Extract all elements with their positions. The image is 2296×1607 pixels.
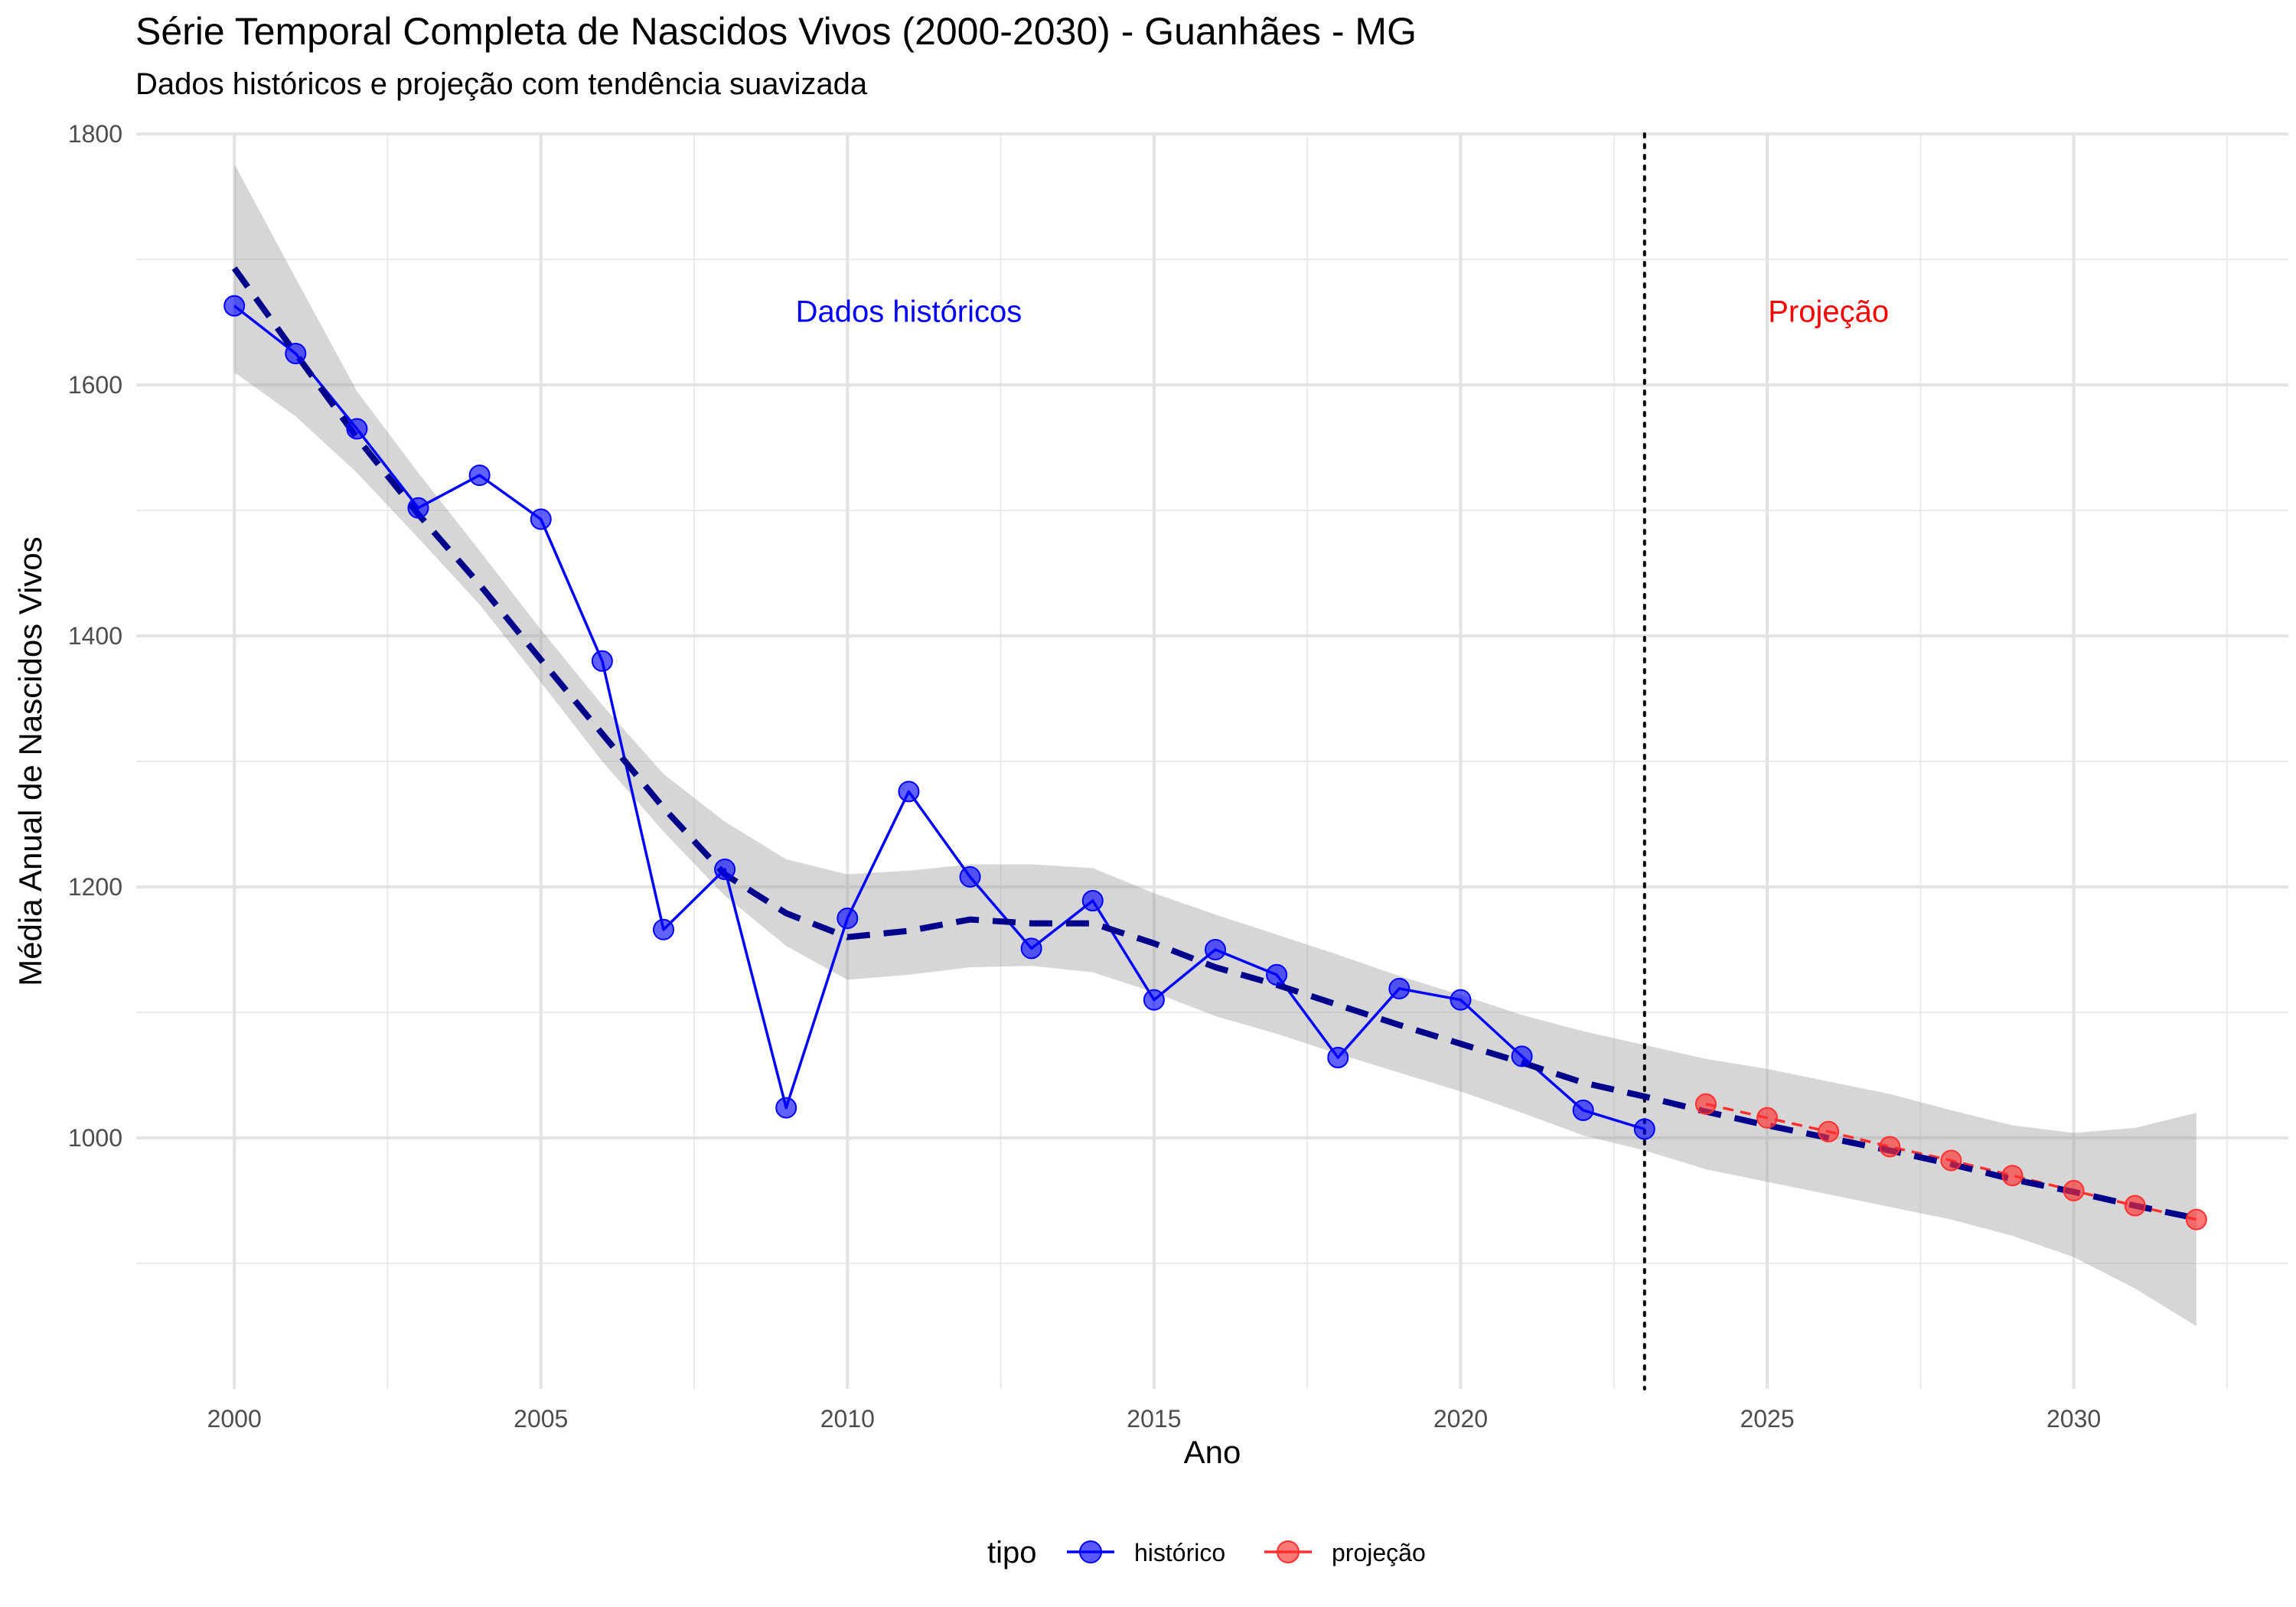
legend: tipo histórico projeção — [987, 1536, 1426, 1570]
data-point-projecao — [1940, 1149, 1962, 1172]
data-point-historico — [1450, 989, 1472, 1011]
confidence-band — [234, 164, 2197, 1326]
data-point-historico — [652, 918, 674, 940]
confidence-band-layer — [234, 164, 2197, 1326]
data-points-layer — [223, 295, 2207, 1231]
legend-key-point — [1277, 1540, 1300, 1563]
y-tick-label: 1600 — [68, 371, 122, 399]
annotation-label: Dados históricos — [796, 295, 1022, 329]
y-axis-title: Média Anual de Nascidos Vivos — [12, 536, 48, 986]
trend-line-layer — [231, 266, 2197, 1221]
x-tick-label: 2000 — [207, 1405, 262, 1433]
x-axis-title: Ano — [1184, 1434, 1241, 1470]
axes-layer: 2000 2005 2010 2015 2020 2025 2030 1000 1200 1400… — [12, 120, 2101, 1470]
grid-lines — [136, 132, 2288, 1389]
y-tick-label: 1000 — [68, 1124, 122, 1152]
data-point-projecao — [2124, 1195, 2146, 1217]
data-point-historico — [1511, 1045, 1533, 1068]
series-lines-layer — [233, 305, 2197, 1221]
y-tick-label: 1800 — [68, 120, 122, 148]
data-point-historico — [898, 781, 920, 803]
annotation-label: Projeção — [1768, 295, 1889, 329]
data-point-historico — [1388, 977, 1411, 999]
chart-title: Série Temporal Completa de Nascidos Vivo… — [135, 10, 1417, 53]
x-tick-label: 2010 — [820, 1405, 875, 1433]
y-tick-label: 1400 — [68, 622, 122, 650]
y-tick-label: 1200 — [68, 873, 122, 901]
data-point-historico — [468, 464, 491, 487]
data-point-historico — [1327, 1047, 1349, 1069]
data-point-projecao — [1756, 1107, 1779, 1129]
data-point-projecao — [1818, 1120, 1840, 1143]
x-tick-label: 2015 — [1127, 1405, 1181, 1433]
annotations-layer: Dados históricos Projeção — [796, 295, 1889, 329]
legend-label: projeção — [1332, 1539, 1426, 1566]
x-tick-label: 2025 — [1740, 1405, 1794, 1433]
data-point-projecao — [2185, 1208, 2207, 1231]
x-tick-label: 2020 — [1433, 1405, 1488, 1433]
data-point-historico — [591, 650, 613, 672]
data-point-projecao — [1694, 1093, 1717, 1115]
data-point-projecao — [1879, 1136, 1901, 1158]
data-point-projecao — [2001, 1165, 2024, 1187]
data-point-historico — [959, 865, 981, 888]
legend-label: histórico — [1134, 1539, 1225, 1566]
x-tick-label: 2030 — [2047, 1405, 2101, 1433]
data-point-historico — [223, 295, 246, 317]
data-point-historico — [1020, 937, 1042, 960]
legend-title: tipo — [987, 1536, 1037, 1570]
data-point-historico — [837, 908, 859, 929]
data-point-historico — [1205, 939, 1227, 960]
trend-line — [231, 266, 2197, 1221]
data-point-projecao — [2063, 1179, 2085, 1201]
data-point-historico — [1572, 1099, 1594, 1121]
x-tick-label: 2005 — [514, 1405, 568, 1433]
data-point-historico — [407, 497, 429, 519]
data-point-historico — [530, 508, 552, 530]
data-point-historico — [1266, 963, 1288, 986]
data-point-historico — [775, 1097, 797, 1119]
data-point-historico — [1633, 1118, 1655, 1140]
data-point-historico — [285, 343, 307, 364]
legend-key-point — [1079, 1540, 1102, 1563]
data-point-historico — [346, 418, 368, 440]
data-point-historico — [1081, 890, 1104, 912]
chart-subtitle: Dados históricos e projeção com tendênci… — [135, 67, 868, 101]
data-point-historico — [1143, 989, 1165, 1011]
data-point-historico — [714, 859, 736, 881]
